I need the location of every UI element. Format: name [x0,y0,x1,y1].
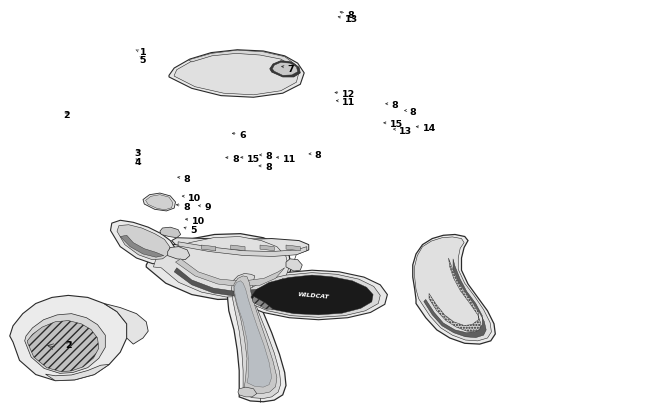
Text: 8: 8 [183,175,190,183]
Polygon shape [424,259,486,338]
Text: 8: 8 [265,152,272,161]
Polygon shape [174,268,283,296]
Text: 2: 2 [64,111,70,120]
Polygon shape [231,245,245,251]
Polygon shape [231,274,281,399]
Polygon shape [429,258,481,332]
Polygon shape [415,237,491,341]
Polygon shape [120,236,164,258]
Polygon shape [10,296,127,381]
Polygon shape [242,271,387,320]
Polygon shape [246,273,380,318]
Polygon shape [238,387,257,397]
Text: 11: 11 [342,98,355,107]
Polygon shape [234,281,272,387]
Polygon shape [227,271,286,402]
Polygon shape [168,247,190,260]
Polygon shape [176,259,285,287]
Polygon shape [188,51,298,73]
Text: 8: 8 [348,11,354,19]
Polygon shape [260,245,274,251]
Text: WILDCAT: WILDCAT [297,292,330,300]
Text: 13: 13 [399,126,412,135]
Polygon shape [117,225,170,260]
Text: 15: 15 [390,120,403,129]
Text: 12: 12 [342,90,355,99]
Text: 7: 7 [287,64,294,73]
Polygon shape [169,51,304,98]
Polygon shape [46,364,109,381]
Text: 8: 8 [391,101,398,110]
Polygon shape [146,234,291,300]
Text: 4: 4 [135,158,141,166]
Polygon shape [234,276,277,394]
Text: 2: 2 [65,341,72,350]
Text: 6: 6 [239,131,246,140]
Polygon shape [27,321,99,372]
Text: 15: 15 [247,154,260,163]
Text: 11: 11 [283,154,296,163]
Text: 3: 3 [135,149,141,158]
Polygon shape [25,314,105,373]
Text: 5: 5 [190,226,196,234]
Polygon shape [272,63,298,76]
Polygon shape [153,237,289,297]
Polygon shape [251,275,373,315]
Polygon shape [286,245,300,251]
Text: 14: 14 [422,124,436,133]
Text: 8: 8 [410,107,416,116]
Polygon shape [413,235,495,344]
Text: 8: 8 [315,151,321,160]
Text: 13: 13 [344,15,358,24]
Polygon shape [286,259,302,271]
Text: 8: 8 [183,202,190,211]
Text: 1: 1 [140,48,146,57]
Polygon shape [143,194,176,211]
Text: 10: 10 [188,193,201,202]
Polygon shape [104,304,148,344]
Polygon shape [270,62,300,78]
Text: 8: 8 [232,155,239,164]
Text: 8: 8 [265,163,272,172]
Polygon shape [178,242,307,257]
Text: 10: 10 [192,216,205,225]
Polygon shape [174,53,299,96]
Text: 5: 5 [139,55,146,64]
Polygon shape [160,228,181,238]
Polygon shape [111,221,176,264]
Polygon shape [202,245,216,251]
Polygon shape [252,296,273,309]
Polygon shape [146,195,173,210]
Text: 9: 9 [204,203,211,212]
Polygon shape [172,238,309,256]
